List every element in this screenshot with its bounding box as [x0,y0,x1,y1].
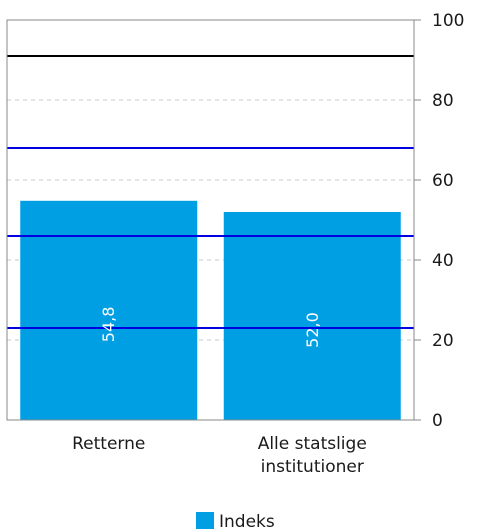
x-axis-categories: Retterne Alle statslige institutioner [72,434,367,477]
bars [20,200,401,420]
plot-border [6,19,415,421]
x-category-label-1: Retterne [72,434,145,454]
y-tick-label-0: 0 [432,411,443,431]
data-label-2: 52,0 [303,312,322,348]
bar-2 [223,212,401,420]
legend-label: Indeks [219,512,275,529]
plot-frame [6,19,415,421]
x-category-label-2: Alle statslige institutioner [258,434,367,477]
legend: Indeks [196,512,275,529]
legend-swatch [196,512,214,529]
bar-1 [20,200,198,420]
y-tick-label-20: 20 [432,331,454,351]
y-axis-ticks: 0 20 40 60 80 100 [414,11,464,431]
y-tick-label-100: 100 [432,11,464,31]
reference-lines [7,55,414,329]
y-tick-label-40: 40 [432,251,454,271]
data-label-1: 54,8 [99,307,118,343]
data-labels: 54,8 52,0 [99,307,322,348]
y-tick-label-60: 60 [432,171,454,191]
y-tick-label-80: 80 [432,91,454,111]
